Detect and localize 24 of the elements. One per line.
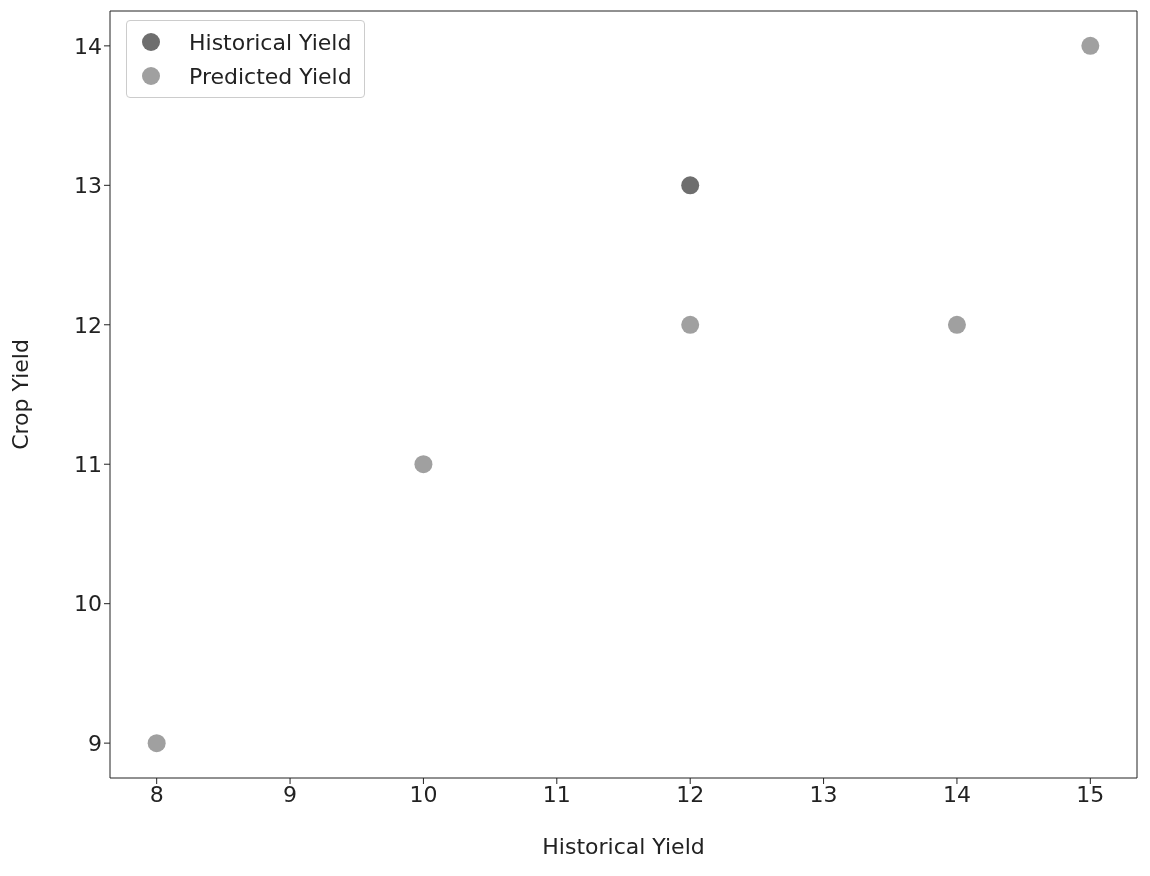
x-tick-label: 12	[676, 781, 705, 807]
legend-label: Predicted Yield	[189, 63, 352, 89]
point	[414, 455, 433, 474]
point	[1081, 36, 1100, 55]
y-tick-label: 14	[74, 33, 102, 59]
point	[147, 734, 166, 753]
y-tick-label: 12	[74, 312, 102, 338]
point	[947, 315, 966, 334]
x-tick-label: 10	[409, 781, 438, 807]
legend-label: Historical Yield	[189, 29, 352, 55]
y-tick-label: 11	[74, 452, 102, 478]
x-tick-label: 14	[942, 781, 971, 807]
point	[681, 176, 700, 195]
y-tick-label: 13	[74, 173, 102, 199]
x-tick-label: 11	[542, 781, 571, 807]
y-tick-label: 10	[74, 591, 102, 617]
point	[681, 315, 700, 334]
x-tick-label: 8	[149, 781, 164, 807]
x-tick-label: 9	[283, 781, 298, 807]
y-axis-title: Crop Yield	[7, 339, 33, 450]
x-tick-label: 13	[809, 781, 838, 807]
x-tick-label: 15	[1076, 781, 1105, 807]
x-axis-title: Historical Yield	[542, 834, 705, 859]
y-tick-label: 9	[88, 730, 102, 756]
